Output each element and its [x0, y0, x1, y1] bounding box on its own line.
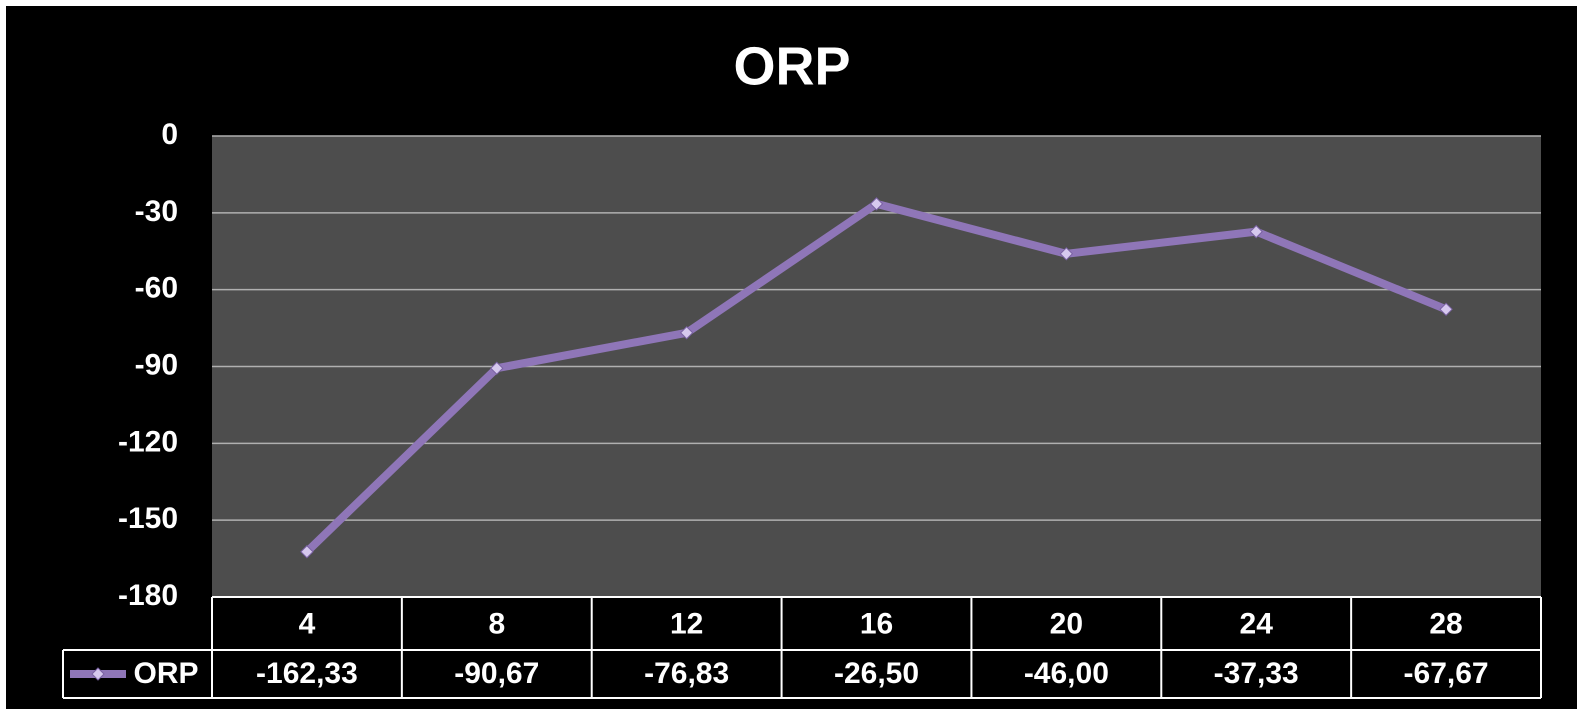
x-tick-label: 20	[1050, 607, 1083, 640]
y-tick-label: -30	[135, 195, 178, 228]
y-tick-label: -180	[118, 579, 178, 612]
point-marker	[1439, 302, 1453, 317]
table-value: -46,00	[1024, 657, 1109, 690]
table-value: -26,50	[834, 657, 919, 690]
legend-key-marker	[91, 667, 105, 681]
table-value: -37,33	[1214, 657, 1299, 690]
point-marker	[1059, 247, 1074, 261]
legend-label: ORP	[133, 657, 198, 690]
table-value: -76,83	[644, 657, 729, 690]
y-tick-label: -120	[118, 425, 178, 458]
chart-title: ORP	[733, 36, 850, 96]
x-tick-label: 24	[1240, 607, 1274, 640]
x-tick-label: 28	[1429, 607, 1462, 640]
y-tick-label: -60	[135, 272, 178, 305]
y-tick-label: -90	[135, 348, 178, 381]
point-marker	[300, 545, 314, 559]
x-tick-label: 12	[670, 607, 703, 640]
table-value: -162,33	[256, 657, 358, 690]
x-tick-label: 4	[299, 607, 316, 640]
table-value: -67,67	[1404, 657, 1489, 690]
x-tick-label: 16	[860, 607, 893, 640]
table-value: -90,67	[454, 657, 539, 690]
y-tick-label: -150	[118, 502, 178, 535]
y-tick-label: 0	[161, 118, 178, 151]
x-tick-label: 8	[488, 607, 505, 640]
point-marker	[1249, 224, 1263, 239]
point-marker	[679, 326, 694, 340]
point-marker	[869, 197, 884, 211]
point-marker	[490, 361, 504, 375]
